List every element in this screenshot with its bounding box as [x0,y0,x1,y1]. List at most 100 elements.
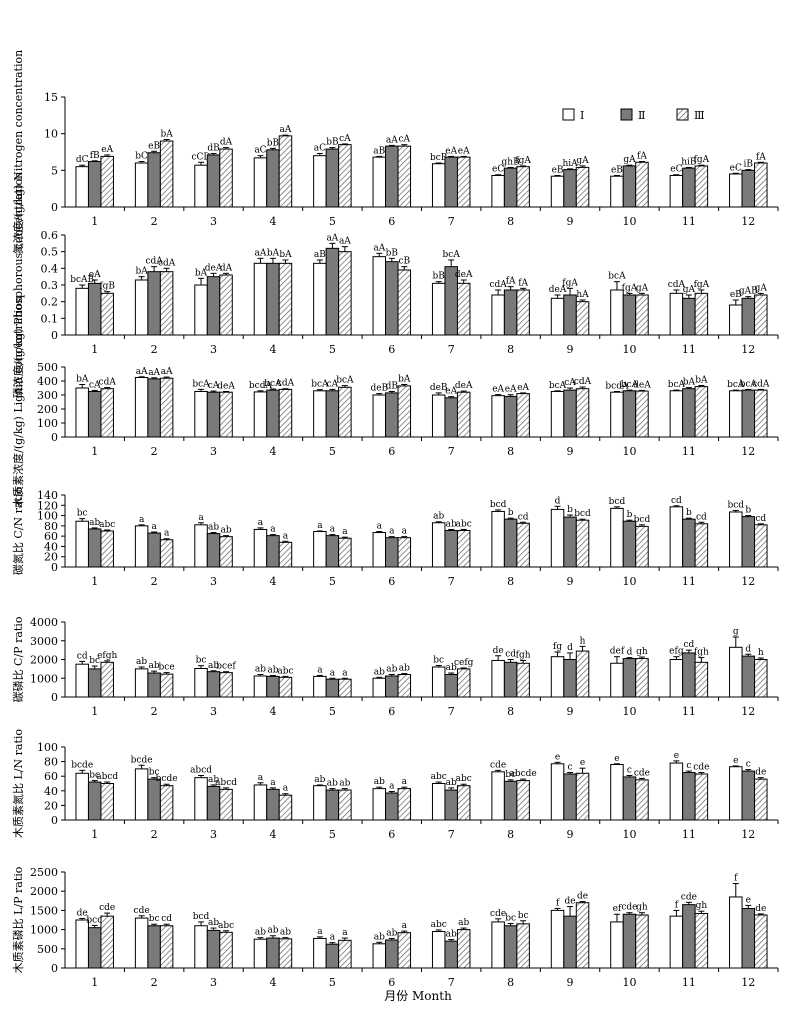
x-tick-label: 1 [91,215,98,228]
significance-label: e [746,895,751,905]
significance-label: abc [431,920,447,930]
significance-label: fA [506,277,516,287]
significance-label: def [610,647,625,657]
bar [729,173,743,208]
significance-label: a [342,928,348,938]
significance-label: ab [149,661,160,671]
significance-label: eA [517,383,529,393]
significance-label: a [270,525,276,535]
bar [550,763,565,821]
x-tick-label: 3 [210,575,217,588]
x-tick-label: 2 [151,575,158,588]
x-tick-label: 9 [567,215,574,228]
significance-label: cd [518,512,529,522]
significance-label: cdA [277,379,295,389]
bar [219,536,233,568]
significance-label: d [567,643,573,653]
bar [635,525,649,568]
significance-label: deA [455,381,473,391]
bar [456,391,471,438]
bar [503,167,518,208]
significance-label: ab [374,777,385,787]
x-tick-label: 4 [269,343,276,356]
bar [729,304,743,336]
x-tick-label: 2 [151,215,158,228]
y-tick-label: 1000 [30,924,58,937]
significance-label: cde [99,903,115,913]
bar [313,155,327,208]
x-tick-label: 5 [329,575,336,588]
significance-label: e [580,758,585,768]
x-tick-label: 3 [210,828,217,841]
x-tick-label: 12 [741,575,755,588]
bar [550,391,565,438]
y-tick-label: 100 [37,417,58,430]
y-tick-label: 0 [51,431,58,444]
significance-label: bc [77,509,88,519]
significance-label: ab [399,664,410,674]
significance-label: bcA [311,380,329,390]
significance-label: bB [433,272,446,282]
bar [206,785,221,821]
significance-label: aA [373,243,385,253]
significance-label: bc [149,768,160,778]
significance-label: efg [669,647,684,657]
bar [503,289,518,336]
significance-label: eB [552,165,564,175]
chart-panel-2: 0 0.1 0.2 0.3 0.4 0.5 0.6 磷浓度/(g/kg) Phosphorou… [11,172,779,398]
significance-label: cA [399,135,411,145]
significance-label: bcef [216,662,236,672]
significance-label: cA [339,134,351,144]
significance-label: aC [314,143,326,153]
x-tick-label: 5 [329,828,336,841]
bar [159,140,174,208]
significance-label: c [627,765,632,775]
bar [75,387,89,438]
bar [134,162,149,208]
bar [610,289,624,336]
significance-label: bB [386,248,399,258]
bar [610,662,624,698]
significance-label: dA [220,138,233,148]
significance-label: eC [730,163,742,173]
significance-label: bc [433,656,444,666]
x-tick-label: 11 [682,215,696,228]
bar [75,919,89,969]
significance-label: cde [490,760,506,770]
bar [503,661,518,698]
significance-label: cA [564,378,576,388]
y-tick-label: 0.2 [41,296,59,309]
bar [694,165,709,208]
bar [385,675,399,698]
bar [456,668,471,698]
bar [575,388,590,438]
bar [754,294,768,336]
legend: Ⅰ Ⅱ Ⅲ [562,108,705,122]
bar [754,778,768,821]
y-tick-label: 0 [51,201,58,214]
significance-label: cA [327,379,339,389]
significance-label: ab [458,918,469,928]
x-tick-label: 10 [622,343,636,356]
significance-label: e [733,756,738,766]
legend-label: Ⅱ [638,109,645,122]
y-tick-label: 2000 [30,654,58,667]
bar [397,145,412,208]
bar [694,773,709,821]
bar [385,145,399,208]
significance-label: gA [755,283,768,293]
bar [550,175,565,208]
bar [516,780,530,821]
significance-label: bA [695,375,708,385]
significance-label: gA [576,156,589,166]
bar [134,525,149,568]
bar [100,292,114,336]
x-tick-label: 6 [388,976,395,989]
significance-label: ab [255,928,266,938]
bar [266,389,280,438]
x-tick-label: 1 [91,343,98,356]
significance-label: d [627,648,633,658]
significance-label: ghB [502,157,521,167]
bar [694,661,709,698]
